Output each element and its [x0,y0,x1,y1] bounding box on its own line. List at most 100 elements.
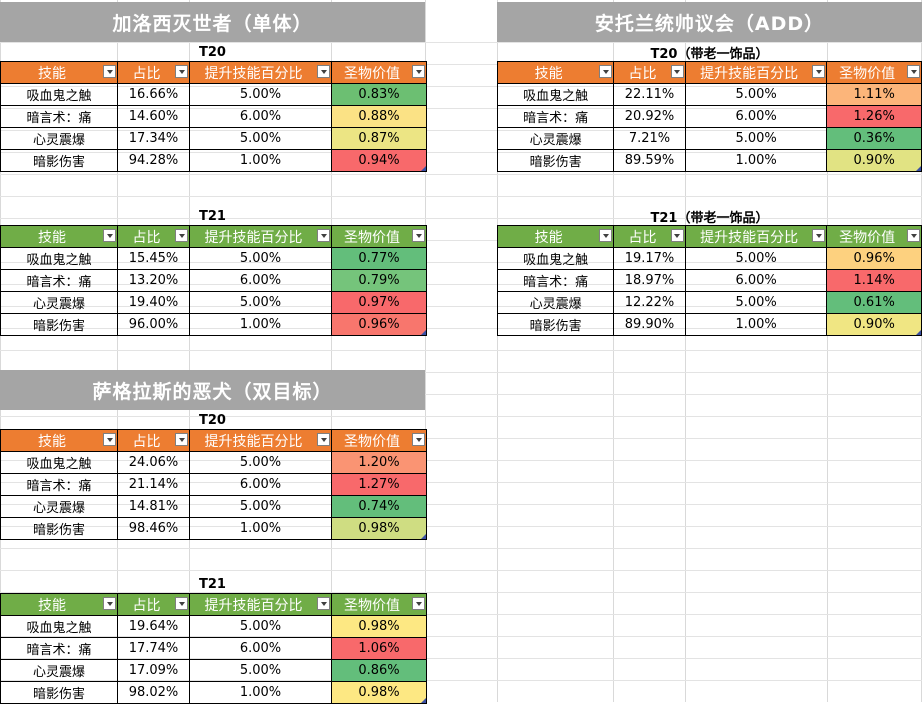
share-cell[interactable]: 20.92% [613,105,686,128]
value-cell[interactable]: 0.97% [331,291,427,314]
value-cell[interactable]: 1.06% [331,637,427,660]
boost-cell[interactable]: 5.00% [189,291,332,314]
value-cell[interactable]: 0.87% [331,127,427,150]
boost-cell[interactable]: 1.00% [684,149,828,172]
boost-cell[interactable]: 5.00% [684,291,828,314]
value-cell[interactable]: 0.36% [826,127,922,150]
value-cell[interactable]: 0.77% [331,247,427,270]
value-cell[interactable]: 0.98% [331,615,427,638]
share-cell[interactable]: 14.60% [117,105,190,128]
filter-dropdown-icon[interactable] [812,229,826,242]
boost-cell[interactable]: 5.00% [189,615,332,638]
share-cell[interactable]: 7.21% [613,127,686,150]
boost-cell[interactable]: 5.00% [684,83,828,106]
boost-cell[interactable]: 6.00% [189,269,332,292]
value-cell[interactable]: 0.94% [331,149,427,172]
boost-cell[interactable]: 6.00% [684,105,828,128]
skill-cell[interactable]: 暗影伤害 [496,149,615,172]
skill-cell[interactable]: 心灵震爆 [496,291,615,314]
filter-dropdown-icon[interactable] [599,229,613,242]
filter-dropdown-icon[interactable] [103,433,116,446]
filter-dropdown-icon[interactable] [907,65,920,78]
boost-cell[interactable]: 1.00% [189,681,332,704]
value-cell[interactable]: 0.96% [826,247,922,270]
skill-cell[interactable]: 暗言术：痛 [0,105,118,128]
share-cell[interactable]: 19.64% [117,615,190,638]
filter-dropdown-icon[interactable] [412,65,425,78]
share-cell[interactable]: 94.28% [117,149,190,172]
filter-dropdown-icon[interactable] [317,597,330,610]
share-cell[interactable]: 21.14% [117,473,190,496]
share-cell[interactable]: 17.09% [117,659,190,682]
filter-dropdown-icon[interactable] [103,229,116,242]
share-cell[interactable]: 12.22% [613,291,686,314]
filter-dropdown-icon[interactable] [412,229,425,242]
skill-cell[interactable]: 暗影伤害 [0,517,118,540]
filter-dropdown-icon[interactable] [812,65,826,78]
skill-cell[interactable]: 吸血鬼之触 [0,451,118,474]
share-cell[interactable]: 24.06% [117,451,190,474]
skill-cell[interactable]: 暗言术：痛 [0,473,118,496]
filter-dropdown-icon[interactable] [175,433,188,446]
share-cell[interactable]: 96.00% [117,313,190,336]
filter-dropdown-icon[interactable] [412,433,425,446]
skill-cell[interactable]: 暗言术：痛 [496,269,615,292]
share-cell[interactable]: 19.17% [613,247,686,270]
share-cell[interactable]: 98.02% [117,681,190,704]
share-cell[interactable]: 98.46% [117,517,190,540]
value-cell[interactable]: 0.88% [331,105,427,128]
filter-dropdown-icon[interactable] [175,597,188,610]
skill-cell[interactable]: 暗言术：痛 [0,269,118,292]
filter-dropdown-icon[interactable] [175,229,188,242]
value-cell[interactable]: 0.61% [826,291,922,314]
boost-cell[interactable]: 5.00% [189,451,332,474]
value-cell[interactable]: 1.14% [826,269,922,292]
share-cell[interactable]: 19.40% [117,291,190,314]
value-cell[interactable]: 1.11% [826,83,922,106]
boost-cell[interactable]: 5.00% [189,247,332,270]
skill-cell[interactable]: 心灵震爆 [0,291,118,314]
filter-dropdown-icon[interactable] [907,229,920,242]
boost-cell[interactable]: 5.00% [189,495,332,518]
table-resize-handle-icon[interactable] [421,166,426,171]
boost-cell[interactable]: 5.00% [189,127,332,150]
value-cell[interactable]: 0.74% [331,495,427,518]
value-cell[interactable]: 0.90% [826,149,922,172]
filter-dropdown-icon[interactable] [412,597,425,610]
value-cell[interactable]: 1.26% [826,105,922,128]
share-cell[interactable]: 89.90% [613,313,686,336]
table-resize-handle-icon[interactable] [916,166,921,171]
skill-cell[interactable]: 暗影伤害 [0,681,118,704]
table-resize-handle-icon[interactable] [916,330,921,335]
filter-dropdown-icon[interactable] [317,229,330,242]
value-cell[interactable]: 0.96% [331,313,427,336]
share-cell[interactable]: 17.74% [117,637,190,660]
share-cell[interactable]: 14.81% [117,495,190,518]
boost-cell[interactable]: 1.00% [684,313,828,336]
value-cell[interactable]: 0.98% [331,517,427,540]
boost-cell[interactable]: 1.00% [189,149,332,172]
boost-cell[interactable]: 5.00% [189,659,332,682]
skill-cell[interactable]: 心灵震爆 [0,127,118,150]
filter-dropdown-icon[interactable] [317,433,330,446]
filter-dropdown-icon[interactable] [670,229,684,242]
skill-cell[interactable]: 心灵震爆 [0,495,118,518]
skill-cell[interactable]: 暗影伤害 [0,149,118,172]
share-cell[interactable]: 13.20% [117,269,190,292]
value-cell[interactable]: 0.79% [331,269,427,292]
boost-cell[interactable]: 5.00% [684,247,828,270]
boost-cell[interactable]: 5.00% [684,127,828,150]
skill-cell[interactable]: 吸血鬼之触 [0,83,118,106]
share-cell[interactable]: 16.66% [117,83,190,106]
table-resize-handle-icon[interactable] [421,698,426,703]
table-resize-handle-icon[interactable] [421,330,426,335]
share-cell[interactable]: 18.97% [613,269,686,292]
skill-cell[interactable]: 吸血鬼之触 [496,247,615,270]
value-cell[interactable]: 1.27% [331,473,427,496]
boost-cell[interactable]: 6.00% [189,637,332,660]
skill-cell[interactable]: 暗言术：痛 [496,105,615,128]
share-cell[interactable]: 17.34% [117,127,190,150]
table-resize-handle-icon[interactable] [421,534,426,539]
share-cell[interactable]: 15.45% [117,247,190,270]
boost-cell[interactable]: 1.00% [189,517,332,540]
